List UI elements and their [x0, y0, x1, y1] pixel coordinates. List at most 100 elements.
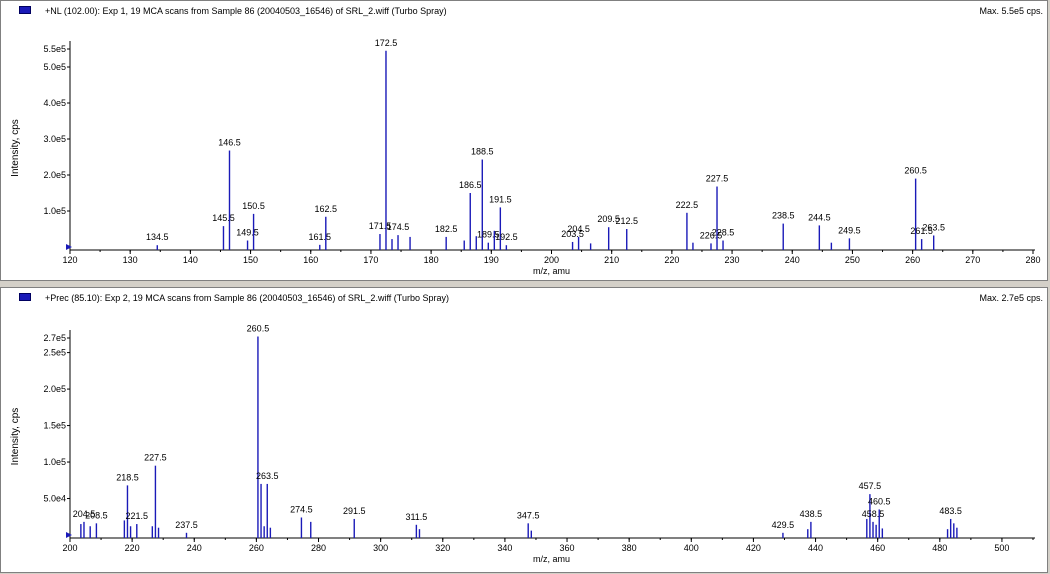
max-intensity-label: Max. 5.5e5 cps.: [979, 6, 1043, 16]
peak-label: 174.5: [387, 222, 410, 232]
series-swatch-icon: [19, 6, 31, 14]
x-tick-label: 250: [845, 255, 860, 265]
y-tick-label: 2.0e5: [43, 384, 66, 394]
peak-label: 263.5: [922, 222, 945, 232]
spectrum-chart-1[interactable]: 120 130 140 150 160 170 180 190 200 210 220 230 240 2…: [1, 1, 1049, 282]
peak-label: 429.5: [772, 520, 795, 530]
x-tick-label: 140: [183, 255, 198, 265]
x-tick-label: 200: [544, 255, 559, 265]
x-tick-label: 270: [965, 255, 980, 265]
peak-label: 260.5: [904, 166, 927, 176]
peak-label: 238.5: [772, 211, 795, 221]
pane-title: +NL (102.00): Exp 1, 19 MCA scans from S…: [45, 6, 447, 16]
peak-label: 171.5: [369, 221, 392, 231]
x-tick-label: 340: [497, 543, 512, 553]
peak-label: 191.5: [489, 194, 512, 204]
spectrum-chart-2[interactable]: 200 220 240 260 280 300 320 340 360 380 400 420 440 4…: [1, 288, 1049, 574]
x-tick-label: 460: [870, 543, 885, 553]
peak-label: 212.5: [615, 216, 638, 226]
x-tick-label: 380: [622, 543, 637, 553]
y-tick-label: 2.5e5: [43, 348, 66, 358]
peak-label: 172.5: [375, 38, 398, 48]
x-tick-label: 280: [311, 543, 326, 553]
peak-label: 150.5: [242, 201, 265, 211]
peak-label: 203.5: [561, 229, 584, 239]
baseline-pointer-icon: [66, 244, 72, 250]
peak-label: 189.5: [477, 230, 500, 240]
y-tick-label: 1.5e5: [43, 421, 66, 431]
x-tick-label: 280: [1025, 255, 1040, 265]
peak-label: 438.5: [800, 509, 823, 519]
y-axis-label: Intensity, cps: [10, 408, 21, 466]
peak-label: 188.5: [471, 147, 494, 157]
x-tick-label: 220: [664, 255, 679, 265]
peak-label: 274.5: [290, 504, 313, 514]
peak-label: 460.5: [868, 496, 891, 506]
peak-label: 228.5: [712, 228, 735, 238]
peak-label: 237.5: [175, 520, 198, 530]
y-tick-label: 2.7e5: [43, 333, 66, 343]
peak-label: 311.5: [405, 512, 427, 522]
y-tick-label: 3.0e5: [43, 134, 66, 144]
peak-label: 204.5: [73, 509, 96, 519]
y-axis-label: Intensity, cps: [10, 119, 21, 177]
peak-label: 209.5: [597, 214, 620, 224]
pane-header: +Prec (85.10): Exp 2, 19 MCA scans from …: [1, 288, 1047, 308]
x-axis-label: m/z, amu: [533, 554, 570, 564]
x-tick-label: 220: [125, 543, 140, 553]
peak-label: 162.5: [315, 204, 338, 214]
x-tick-label: 130: [123, 255, 138, 265]
pane-separator[interactable]: [0, 281, 1050, 287]
peak-label: 182.5: [435, 224, 458, 234]
x-tick-label: 260: [249, 543, 264, 553]
peak-label: 222.5: [676, 200, 699, 210]
y-tick-label: 1.0e5: [43, 457, 66, 467]
y-tick-label: 1.0e5: [43, 206, 66, 216]
x-tick-label: 400: [684, 543, 699, 553]
peak-label: 226.5: [700, 230, 723, 240]
x-tick-label: 360: [560, 543, 575, 553]
peak-label: 263.5: [256, 471, 279, 481]
x-tick-label: 440: [808, 543, 823, 553]
x-tick-label: 150: [243, 255, 258, 265]
series-swatch-icon: [19, 293, 31, 301]
y-tick-label: 5.5e5: [43, 44, 66, 54]
x-tick-label: 300: [373, 543, 388, 553]
peak-label: 291.5: [343, 506, 366, 516]
peak-label: 161.5: [309, 232, 332, 242]
spectrum-pane-1[interactable]: +NL (102.00): Exp 1, 19 MCA scans from S…: [0, 0, 1048, 281]
peak-label: 145.5: [212, 213, 235, 223]
pane-header: +NL (102.00): Exp 1, 19 MCA scans from S…: [1, 1, 1047, 21]
x-tick-label: 260: [905, 255, 920, 265]
max-intensity-label: Max. 2.7e5 cps.: [979, 293, 1043, 303]
peak-label: 186.5: [459, 180, 482, 190]
x-tick-label: 230: [725, 255, 740, 265]
baseline-pointer-icon: [66, 532, 72, 538]
x-axis-label: m/z, amu: [533, 266, 570, 276]
x-tick-label: 480: [932, 543, 947, 553]
peak-label: 208.5: [85, 510, 108, 520]
x-tick-label: 240: [187, 543, 202, 553]
spectrum-pane-2[interactable]: +Prec (85.10): Exp 2, 19 MCA scans from …: [0, 287, 1048, 573]
peak-label: 146.5: [218, 138, 241, 148]
x-tick-label: 160: [303, 255, 318, 265]
x-tick-label: 320: [435, 543, 450, 553]
peak-label: 458.5: [862, 509, 885, 519]
peak-label: 261.5: [910, 226, 933, 236]
y-tick-label: 5.0e5: [43, 62, 66, 72]
y-tick-label: 4.0e5: [43, 98, 66, 108]
x-tick-label: 200: [62, 543, 77, 553]
y-tick-label: 2.0e5: [43, 170, 66, 180]
peak-label: 227.5: [144, 453, 167, 463]
peak-label: 204.5: [567, 224, 590, 234]
peak-label: 249.5: [838, 225, 861, 235]
x-tick-label: 190: [484, 255, 499, 265]
x-tick-label: 240: [785, 255, 800, 265]
peak-label: 244.5: [808, 212, 831, 222]
peak-label: 221.5: [126, 511, 149, 521]
x-tick-label: 170: [363, 255, 378, 265]
peak-label: 218.5: [116, 472, 139, 482]
peak-label: 134.5: [146, 232, 169, 242]
x-tick-label: 420: [746, 543, 761, 553]
x-tick-label: 210: [604, 255, 619, 265]
